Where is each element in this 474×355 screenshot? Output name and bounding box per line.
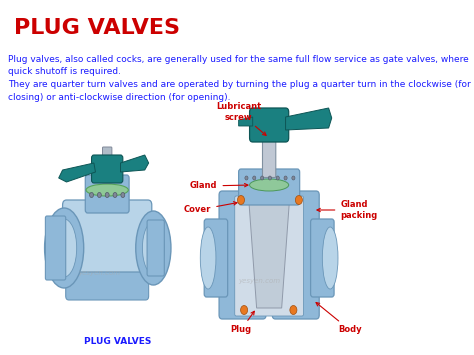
FancyBboxPatch shape — [238, 169, 300, 205]
Circle shape — [97, 192, 101, 197]
Circle shape — [245, 176, 248, 180]
FancyBboxPatch shape — [85, 175, 129, 213]
FancyBboxPatch shape — [63, 200, 152, 272]
Ellipse shape — [201, 227, 216, 289]
Text: They are quarter turn valves and are operated by turning the plug a quarter turn: They are quarter turn valves and are ope… — [8, 80, 471, 102]
Circle shape — [241, 306, 247, 315]
Circle shape — [253, 176, 256, 180]
Text: Plug valves, also called cocks, are generally used for the same full flow servic: Plug valves, also called cocks, are gene… — [8, 55, 469, 76]
Circle shape — [90, 192, 93, 197]
FancyBboxPatch shape — [91, 155, 123, 183]
FancyBboxPatch shape — [204, 219, 228, 297]
FancyBboxPatch shape — [219, 191, 266, 319]
Circle shape — [284, 176, 287, 180]
FancyBboxPatch shape — [66, 254, 149, 300]
Ellipse shape — [52, 219, 77, 277]
Circle shape — [113, 192, 117, 197]
Circle shape — [105, 192, 109, 197]
FancyBboxPatch shape — [310, 219, 334, 297]
Text: Body: Body — [316, 302, 362, 334]
Text: Lubricant
screw: Lubricant screw — [216, 102, 266, 135]
Ellipse shape — [322, 227, 338, 289]
FancyBboxPatch shape — [235, 196, 303, 316]
FancyBboxPatch shape — [46, 216, 66, 280]
Text: Gland: Gland — [190, 181, 248, 191]
Polygon shape — [59, 163, 95, 182]
Ellipse shape — [250, 179, 289, 191]
Polygon shape — [249, 200, 290, 308]
Circle shape — [121, 192, 125, 197]
Circle shape — [237, 196, 245, 204]
Ellipse shape — [45, 208, 84, 288]
Circle shape — [276, 176, 279, 180]
FancyBboxPatch shape — [102, 147, 112, 183]
Circle shape — [295, 196, 302, 204]
Circle shape — [261, 176, 264, 180]
Polygon shape — [238, 117, 253, 126]
Ellipse shape — [86, 184, 128, 196]
Text: Plug: Plug — [230, 311, 254, 334]
Text: yesyen.com: yesyen.com — [238, 278, 281, 284]
Polygon shape — [285, 108, 332, 130]
FancyBboxPatch shape — [272, 191, 319, 319]
Ellipse shape — [142, 222, 164, 274]
Text: PLUG VALVES: PLUG VALVES — [84, 337, 151, 346]
Circle shape — [268, 176, 272, 180]
Text: yesyen.com: yesyen.com — [78, 270, 120, 276]
Polygon shape — [120, 155, 149, 172]
Ellipse shape — [136, 211, 171, 285]
FancyBboxPatch shape — [263, 131, 276, 178]
Text: Gland
packing: Gland packing — [317, 200, 378, 220]
Text: Cover: Cover — [184, 202, 237, 214]
FancyBboxPatch shape — [147, 220, 164, 276]
Circle shape — [292, 176, 295, 180]
FancyBboxPatch shape — [250, 108, 289, 142]
Text: PLUG VALVES: PLUG VALVES — [14, 18, 180, 38]
Circle shape — [290, 306, 297, 315]
